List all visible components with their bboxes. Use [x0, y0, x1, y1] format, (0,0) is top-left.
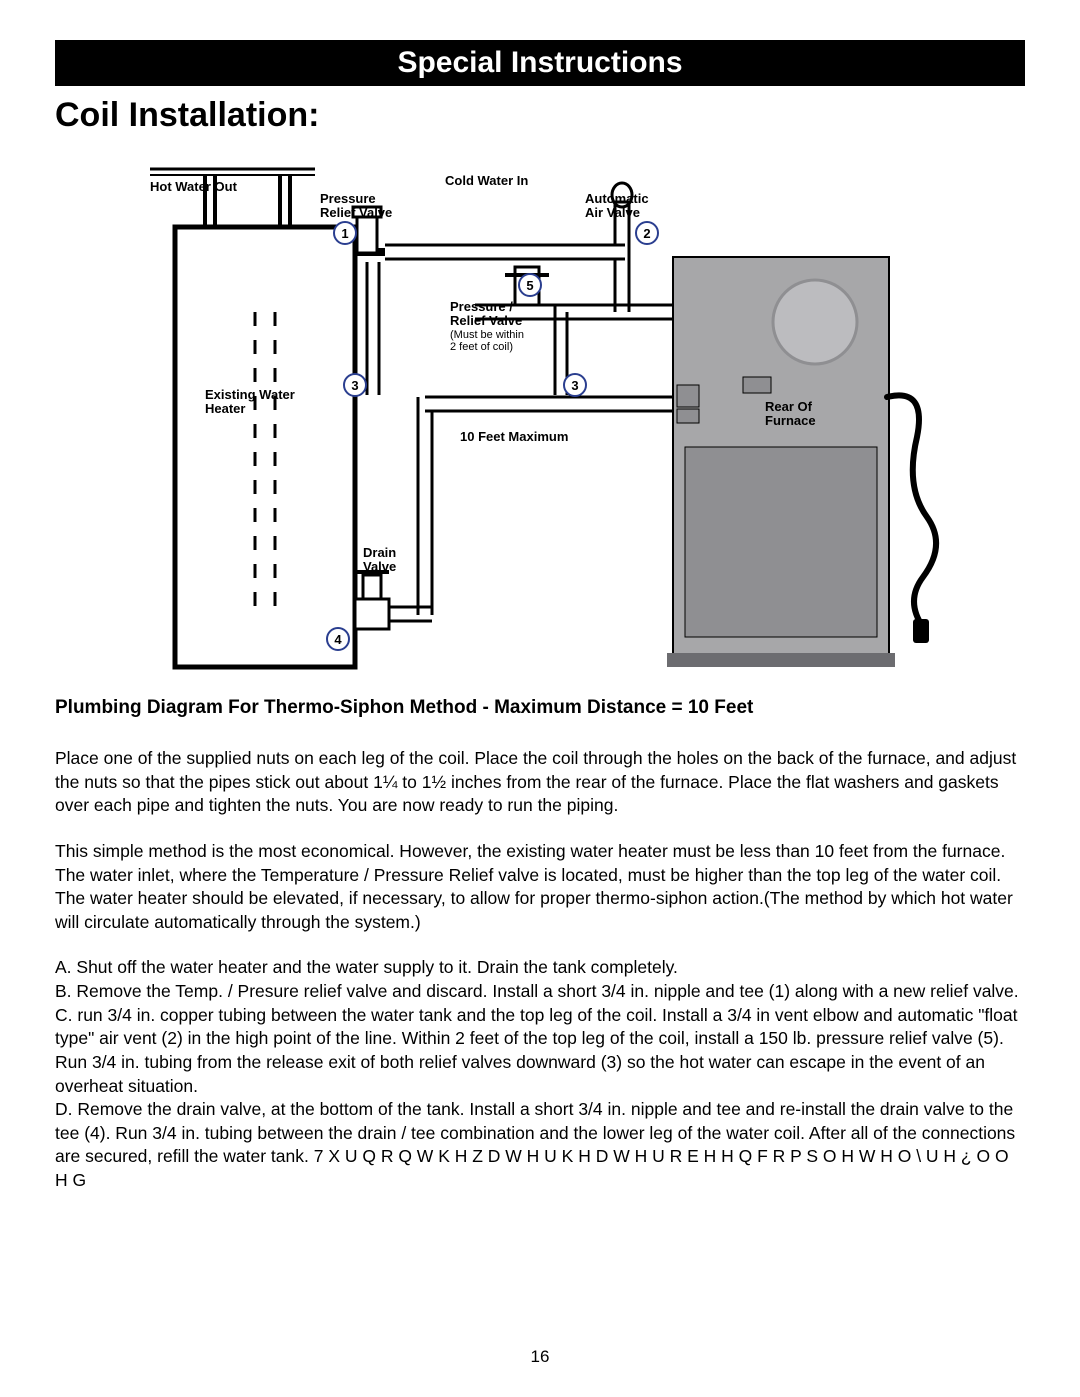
svg-text:10 Feet Maximum: 10 Feet Maximum: [460, 429, 568, 444]
svg-text:4: 4: [334, 632, 342, 647]
svg-text:Pressure /: Pressure /: [450, 299, 513, 314]
page-number: 16: [0, 1347, 1080, 1367]
step-b: B. Remove the Temp. / Presure relief val…: [55, 980, 1025, 1004]
furnace-icon: [667, 257, 936, 667]
step-a: A. Shut off the water heater and the wat…: [55, 956, 1025, 980]
svg-text:Rear Of: Rear Of: [765, 399, 813, 414]
svg-text:Heater: Heater: [205, 401, 245, 416]
svg-text:1: 1: [341, 226, 348, 241]
svg-text:Relief Valve: Relief Valve: [320, 205, 392, 220]
svg-text:Existing Water: Existing Water: [205, 387, 295, 402]
svg-text:Relief Valve: Relief Valve: [450, 313, 522, 328]
svg-text:Pressure: Pressure: [320, 191, 376, 206]
svg-text:2 feet of coil): 2 feet of coil): [450, 341, 513, 353]
svg-text:3: 3: [571, 378, 578, 393]
header-bar: Special Instructions: [55, 40, 1025, 86]
paragraph-intro-2: This simple method is the most economica…: [55, 840, 1025, 935]
step-c: C. run 3/4 in. copper tubing between the…: [55, 1004, 1025, 1099]
svg-text:2: 2: [643, 226, 650, 241]
svg-text:Hot Water Out: Hot Water Out: [150, 179, 238, 194]
svg-text:3: 3: [351, 378, 358, 393]
diagram-caption: Plumbing Diagram For Thermo-Siphon Metho…: [55, 697, 1025, 719]
svg-text:Valve: Valve: [363, 559, 396, 574]
plumbing-diagram: 1 2 5 3 3 4 Hot Water Out Cold Water In …: [55, 147, 1025, 687]
svg-text:Cold Water In: Cold Water In: [445, 173, 528, 188]
step-d: D. Remove the drain valve, at the bottom…: [55, 1098, 1025, 1193]
svg-text:(Must be within: (Must be within: [450, 329, 524, 341]
svg-text:Automatic: Automatic: [585, 191, 649, 206]
svg-text:Furnace: Furnace: [765, 413, 816, 428]
svg-text:5: 5: [526, 278, 533, 293]
body-text: Place one of the supplied nuts on each l…: [55, 747, 1025, 1193]
paragraph-intro-1: Place one of the supplied nuts on each l…: [55, 747, 1025, 818]
svg-text:Drain: Drain: [363, 545, 396, 560]
section-title: Coil Installation:: [55, 96, 1025, 135]
svg-text:Air Valve: Air Valve: [585, 205, 640, 220]
